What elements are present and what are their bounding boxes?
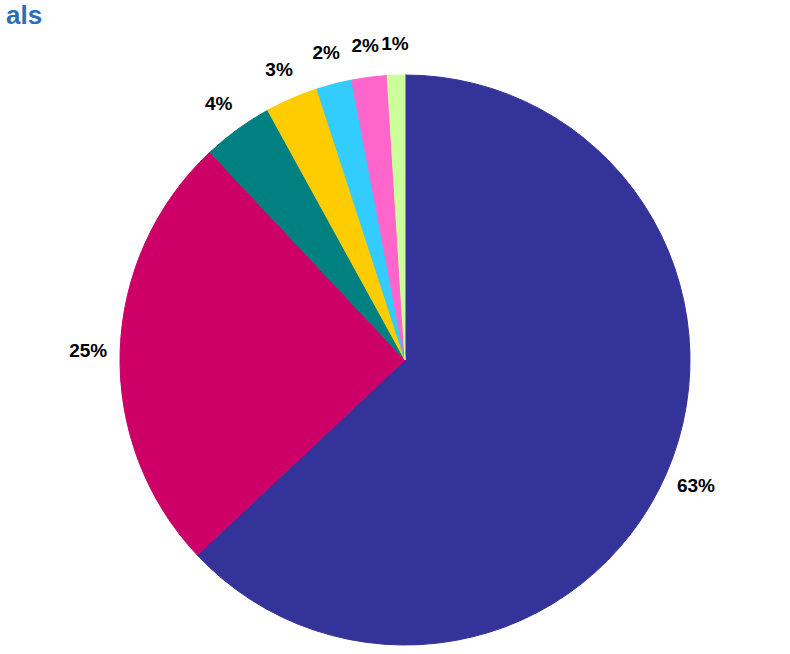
html-text:als: als bbox=[6, 0, 43, 30]
svg-text:1%: 1% bbox=[381, 33, 409, 54]
svg-text:2%: 2% bbox=[312, 42, 340, 63]
svg-text:63%: 63% bbox=[677, 475, 715, 496]
svg-text:25%: 25% bbox=[69, 340, 107, 361]
svg-text:4%: 4% bbox=[205, 93, 233, 114]
svg-text:3%: 3% bbox=[265, 59, 293, 80]
svg-text:2%: 2% bbox=[352, 35, 380, 56]
